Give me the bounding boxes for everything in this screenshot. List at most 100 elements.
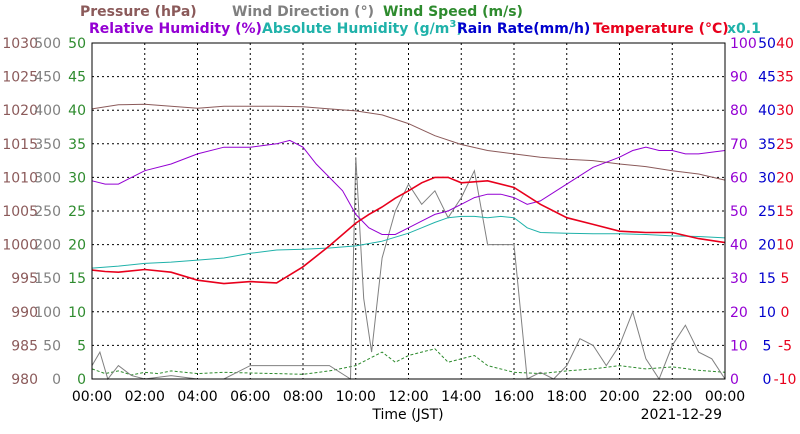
y-tick-label-rain-rate: 5 (763, 338, 772, 354)
y-tick-label-pressure: 995 (11, 271, 38, 287)
y-tick-label-relative-humidity: 80 (730, 103, 748, 119)
x-tick-label: 10:00 (336, 389, 376, 405)
series-wind-speed (91, 348, 726, 376)
y-tick-label-rain-rate: 25 (758, 204, 776, 220)
y-tick-label-relative-humidity: 70 (730, 137, 748, 153)
y-tick-label-wind-direction: 0 (52, 372, 61, 388)
y-tick-label-wind-direction: 300 (34, 170, 61, 186)
y-tick-label-relative-humidity: 100 (730, 36, 757, 52)
y-tick-label-temperature: 25 (776, 137, 794, 153)
x-axis-label: Time (JST) (371, 407, 443, 423)
y-tick-label-wind-direction: 400 (34, 103, 61, 119)
y-tick-label-wind-speed: 10 (68, 305, 86, 321)
y-tick-label-temperature: -10 (774, 372, 797, 388)
y-tick-label-temperature: 10 (776, 238, 794, 254)
y-tick-label-rain-rate: 45 (758, 70, 776, 86)
legend-absolute-humidity-text: Absolute Humidity (g/m (262, 21, 449, 37)
y-tick-label-relative-humidity: 30 (730, 271, 748, 287)
y-tick-label-rain-rate: 10 (758, 305, 776, 321)
y-tick-label-relative-humidity: 40 (730, 238, 748, 254)
y-tick-label-wind-speed: 35 (68, 137, 86, 153)
y-tick-label-temperature: 30 (776, 103, 794, 119)
series-temperature (91, 176, 726, 285)
y-tick-label-pressure: 1030 (2, 36, 38, 52)
y-tick-label-temperature: 0 (781, 305, 790, 321)
y-tick-label-pressure: 985 (11, 338, 38, 354)
x-tick-label: 00:00 (705, 389, 745, 405)
y-tick-label-wind-direction: 50 (43, 338, 61, 354)
y-tick-label-pressure: 1015 (2, 137, 38, 153)
x-tick-label: 12:00 (388, 389, 428, 405)
y-tick-label-temperature: 20 (776, 170, 794, 186)
y-tick-label-wind-speed: 25 (68, 204, 86, 220)
chart-date: 2021-12-29 (641, 407, 722, 423)
y-tick-label-wind-speed: 5 (77, 338, 86, 354)
series-relative-humidity (91, 139, 726, 235)
legend-relative-humidity: Relative Humidity (%) (89, 21, 262, 37)
legend-absolute-humidity-close: ) (456, 21, 462, 37)
x-tick-label: 06:00 (230, 389, 270, 405)
legend-temperature: Temperature (°C) (593, 21, 729, 37)
x-tick-label: 00:00 (72, 389, 112, 405)
y-tick-label-temperature: 35 (776, 70, 794, 86)
y-tick-label-relative-humidity: 10 (730, 338, 748, 354)
y-tick-label-wind-speed: 30 (68, 170, 86, 186)
y-tick-label-wind-direction: 100 (34, 305, 61, 321)
legend-absolute-humidity-sup: 3 (449, 19, 456, 30)
x-tick-label: 08:00 (283, 389, 323, 405)
x-tick-label: 18:00 (547, 389, 587, 405)
y-tick-label-wind-direction: 350 (34, 137, 61, 153)
x-tick-label: 02:00 (125, 389, 165, 405)
axes-group: 00:00 02:00 04:00 06:00 08:00 10:00 12:00 14:00… (2, 36, 796, 405)
y-tick-label-wind-speed: 40 (68, 103, 86, 119)
y-tick-label-wind-direction: 250 (34, 204, 61, 220)
y-tick-label-relative-humidity: 90 (730, 70, 748, 86)
y-tick-label-pressure: 990 (11, 305, 38, 321)
series-absolute-humidity (91, 215, 726, 269)
y-tick-label-pressure: 980 (11, 372, 38, 388)
x-tick-label: 16:00 (494, 389, 534, 405)
y-tick-label-relative-humidity: 60 (730, 170, 748, 186)
y-tick-label-pressure: 1010 (2, 170, 38, 186)
x-tick-label: 22:00 (652, 389, 692, 405)
y-tick-label-rain-rate: 35 (758, 137, 776, 153)
y-tick-label-rain-rate: 20 (758, 238, 776, 254)
y-tick-label-wind-speed: 50 (68, 36, 86, 52)
y-tick-label-temperature: 5 (781, 271, 790, 287)
y-tick-label-pressure: 1025 (2, 70, 38, 86)
y-tick-label-wind-direction: 150 (34, 271, 61, 287)
y-tick-label-rain-rate: 15 (758, 271, 776, 287)
y-tick-label-rain-rate: 30 (758, 170, 776, 186)
y-tick-label-wind-direction: 450 (34, 70, 61, 86)
y-tick-label-wind-speed: 45 (68, 70, 86, 86)
legend-wind-speed: Wind Speed (m/s) (383, 4, 523, 20)
y-tick-label-pressure: 1020 (2, 103, 38, 119)
legend-scale-note: x0.1 (727, 21, 761, 37)
series-pressure (91, 103, 726, 181)
y-tick-label-wind-direction: 500 (34, 36, 61, 52)
y-tick-label-temperature: 15 (776, 204, 794, 220)
y-tick-label-temperature: -5 (778, 338, 792, 354)
plot-frame (91, 42, 726, 380)
y-tick-label-rain-rate: 40 (758, 103, 776, 119)
legend-absolute-humidity: Absolute Humidity (g/m3) (262, 19, 463, 37)
y-tick-label-wind-speed: 20 (68, 238, 86, 254)
y-tick-label-relative-humidity: 20 (730, 305, 748, 321)
y-tick-label-relative-humidity: 0 (730, 372, 739, 388)
x-tick-label: 20:00 (599, 389, 639, 405)
y-tick-label-wind-speed: 0 (77, 372, 86, 388)
y-tick-label-wind-speed: 15 (68, 271, 86, 287)
legend-pressure: Pressure (hPa) (80, 4, 197, 20)
x-tick-label: 14:00 (441, 389, 481, 405)
y-tick-label-wind-direction: 200 (34, 238, 61, 254)
y-tick-label-pressure: 1005 (2, 204, 38, 220)
legend-rain-rate: Rain Rate(mm/h) (457, 21, 590, 37)
legend-wind-direction: Wind Direction (°) (232, 4, 374, 20)
grid (92, 43, 725, 379)
x-tick-label: 04:00 (177, 389, 217, 405)
y-tick-label-temperature: 40 (776, 36, 794, 52)
y-tick-label-rain-rate: 0 (763, 372, 772, 388)
y-tick-label-rain-rate: 50 (758, 36, 776, 52)
